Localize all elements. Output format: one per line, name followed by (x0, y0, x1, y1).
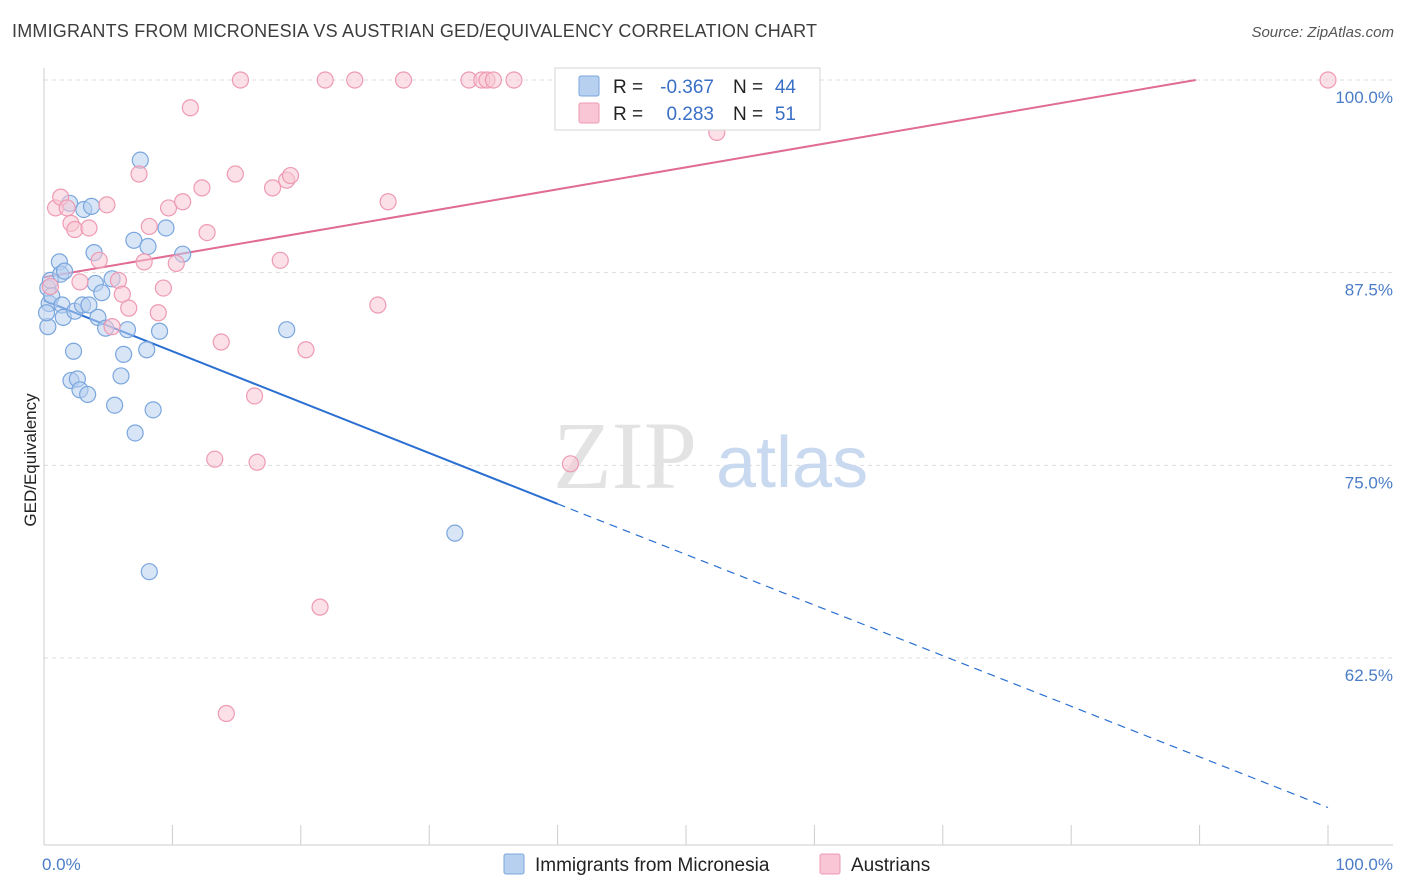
point-austrians-32 (263, 179, 282, 197)
point-austrians-10 (103, 318, 121, 336)
point-micronesia-30 (118, 321, 137, 339)
point-austrians-15 (135, 253, 153, 271)
watermark-zip: ZIP (553, 402, 697, 509)
point-austrians-0 (41, 277, 60, 296)
y-tick-label-87.5: 87.5% (1345, 281, 1393, 300)
x-tick-label-min: 0.0% (42, 855, 81, 874)
point-micronesia-27 (106, 396, 124, 414)
point-austrians-38 (316, 71, 334, 89)
legend-swatch-micronesia (578, 75, 600, 97)
point-micronesia-12 (64, 342, 83, 360)
point-austrians-5 (66, 220, 84, 239)
point-austrians-47 (505, 71, 523, 89)
point-micronesia-43 (37, 304, 56, 322)
legend-n-label-2: N = (733, 104, 763, 125)
point-austrians-8 (90, 251, 108, 269)
point-austrians-50 (1319, 71, 1337, 89)
point-micronesia-24 (93, 284, 111, 302)
point-austrians-35 (281, 166, 300, 185)
grid-lines (44, 79, 1393, 659)
point-micronesia-42 (446, 524, 464, 542)
y-tick-label-75: 75.0% (1345, 473, 1393, 492)
point-micronesia-29 (115, 345, 133, 363)
chart-title: IMMIGRANTS FROM MICRONESIA VS AUSTRIAN G… (12, 21, 818, 41)
source-label: Source: ZipAtlas.com (1251, 24, 1394, 41)
watermark-atlas: atlas (716, 423, 868, 503)
stats-legend: R = -0.367 N = 44 R = 0.283 N = 51 (554, 67, 821, 131)
point-micronesia-37 (144, 401, 162, 419)
legend-r-value-1: -0.367 (660, 77, 714, 98)
point-micronesia-31 (125, 231, 143, 249)
point-micronesia-39 (157, 219, 175, 237)
point-austrians-28 (226, 165, 244, 183)
point-micronesia-18 (79, 385, 97, 404)
point-austrians-25 (206, 450, 224, 468)
legend-r-label-2: R = (613, 104, 643, 125)
point-austrians-26 (212, 333, 230, 351)
trend-line-austrians (43, 79, 1196, 279)
y-tick-label-62.5: 62.5% (1345, 666, 1393, 685)
point-micronesia-35 (138, 341, 156, 359)
point-austrians-36 (297, 341, 315, 359)
x-ticks (43, 825, 1329, 845)
bottom-legend-swatch-austrians (819, 853, 841, 875)
legend-swatch-austrians (578, 102, 600, 124)
point-austrians-24 (198, 223, 216, 242)
point-austrians-3 (58, 199, 76, 217)
point-austrians-14 (130, 165, 148, 183)
point-austrians-41 (379, 193, 397, 211)
point-austrians-7 (80, 219, 98, 237)
point-austrians-16 (140, 217, 158, 236)
legend-r-value-2: 0.283 (666, 104, 714, 125)
point-austrians-40 (369, 296, 387, 314)
point-austrians-9 (98, 196, 116, 214)
point-austrians-31 (248, 453, 266, 471)
y-axis-title: GED/Equivalency (21, 393, 40, 527)
watermark: ZIP atlas (553, 402, 868, 509)
bottom-legend-label-micronesia: Immigrants from Micronesia (535, 855, 770, 876)
x-tick-label-max: 100.0% (1335, 855, 1393, 874)
point-austrians-46 (484, 71, 502, 89)
bottom-legend-label-austrians: Austrians (851, 855, 930, 876)
bottom-legend-swatch-micronesia (503, 853, 525, 875)
point-austrians-12 (113, 285, 131, 303)
point-austrians-27 (217, 704, 235, 723)
point-micronesia-28 (112, 367, 130, 385)
trend-line-micronesia-extension (557, 503, 1329, 809)
point-austrians-19 (159, 199, 178, 217)
point-micronesia-20 (82, 197, 101, 215)
y-tick-labels: 62.5% 75.0% 87.5% 100.0% (1335, 88, 1393, 685)
axes (43, 68, 1393, 846)
legend-n-value-2: 51 (775, 104, 796, 125)
point-austrians-21 (174, 193, 192, 211)
legend-n-value-1: 44 (775, 77, 797, 98)
point-austrians-20 (167, 254, 185, 273)
point-austrians-33 (271, 251, 289, 269)
legend-n-label-1: N = (733, 77, 763, 98)
point-austrians-37 (311, 598, 329, 616)
point-austrians-39 (346, 71, 364, 89)
point-micronesia-38 (150, 322, 169, 340)
point-austrians-30 (245, 387, 264, 405)
point-austrians-17 (149, 304, 167, 322)
series-legend: Immigrants from Micronesia Austrians (503, 853, 930, 876)
point-austrians-48 (561, 455, 580, 473)
point-austrians-18 (154, 279, 173, 297)
point-austrians-13 (120, 299, 138, 317)
point-micronesia-19 (80, 296, 98, 314)
point-austrians-22 (181, 99, 199, 117)
point-micronesia-9 (55, 262, 74, 280)
y-tick-label-100: 100.0% (1335, 88, 1393, 107)
point-austrians-29 (231, 71, 250, 89)
point-micronesia-34 (139, 237, 157, 256)
point-micronesia-41 (278, 321, 296, 339)
point-austrians-23 (193, 179, 211, 197)
point-micronesia-36 (140, 563, 158, 581)
point-micronesia-32 (126, 424, 144, 442)
point-austrians-6 (71, 273, 89, 291)
legend-r-label-1: R = (613, 77, 643, 98)
data-points (37, 71, 1337, 723)
point-austrians-42 (394, 71, 413, 89)
